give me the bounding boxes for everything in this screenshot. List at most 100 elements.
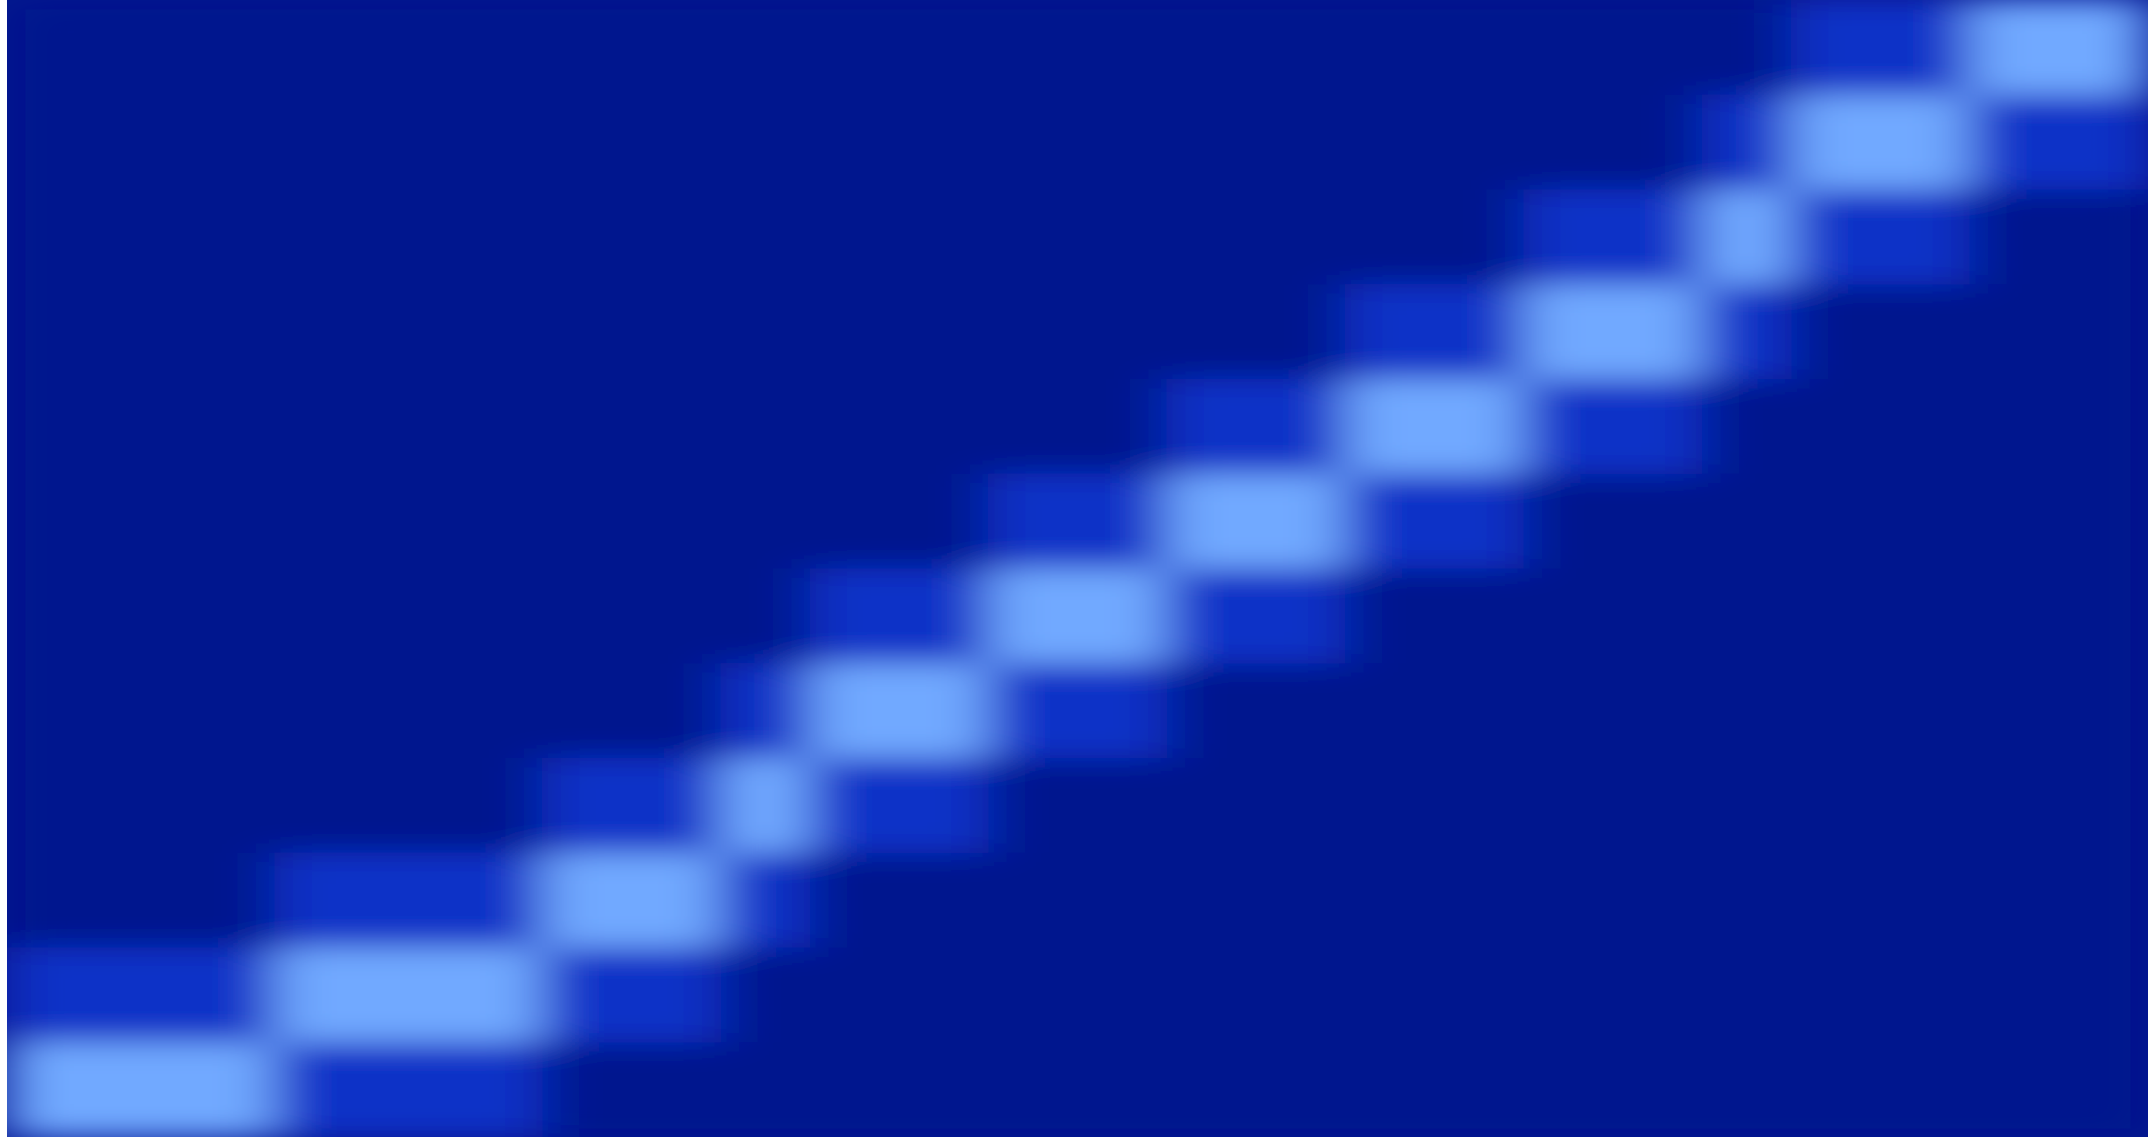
heatmap-cell — [7, 379, 97, 475]
heatmap-cell — [1880, 853, 1970, 949]
heatmap-cell — [988, 758, 1078, 854]
heatmap-cell — [810, 0, 900, 96]
heatmap-cell — [2059, 853, 2149, 949]
heatmap-cell — [1078, 379, 1168, 475]
heatmap-cell — [810, 190, 900, 286]
heatmap-cell — [1791, 379, 1881, 475]
heatmap-cell — [810, 284, 900, 380]
heatmap-cell — [453, 569, 543, 665]
heatmap-cell — [7, 190, 97, 286]
heatmap-cell — [1167, 663, 1257, 759]
heatmap-cell — [721, 95, 811, 191]
heatmap-cell — [1256, 379, 1346, 475]
heatmap-cell — [364, 190, 454, 286]
heatmap-cell — [7, 284, 97, 380]
heatmap-cell — [453, 190, 543, 286]
heatmap-cell — [631, 95, 721, 191]
heatmap-cell — [364, 95, 454, 191]
heatmap-cell — [1880, 1042, 1970, 1137]
heatmap-cell — [1970, 663, 2060, 759]
heatmap-cell — [2059, 569, 2149, 665]
heatmap-cell — [542, 190, 632, 286]
heatmap-cell — [1345, 948, 1435, 1044]
heatmap-cell — [810, 569, 900, 665]
heatmap-cell — [1167, 1042, 1257, 1137]
heatmap-cell — [275, 474, 365, 570]
heatmap-cell — [1702, 95, 1792, 191]
heatmap-cell — [1434, 379, 1524, 475]
heatmap-cell — [1434, 948, 1524, 1044]
heatmap-cell — [988, 379, 1078, 475]
heatmap-cell — [1345, 474, 1435, 570]
heatmap-cell — [1256, 948, 1346, 1044]
heatmap-cell — [96, 284, 186, 380]
heatmap-cell — [721, 948, 811, 1044]
heatmap-cell — [1524, 284, 1614, 380]
heatmap-cell — [96, 95, 186, 191]
heatmap-cell — [1880, 569, 1970, 665]
heatmap-cell — [1791, 758, 1881, 854]
heatmap-cell — [988, 0, 1078, 96]
heatmap-cell — [1524, 190, 1614, 286]
heatmap-cell — [1791, 284, 1881, 380]
heatmap-cell — [1613, 1042, 1703, 1137]
heatmap-cell — [1791, 663, 1881, 759]
heatmap-cell — [631, 0, 721, 96]
heatmap-cell — [453, 853, 543, 949]
heatmap-cell — [2059, 0, 2149, 96]
heatmap-cell — [1791, 474, 1881, 570]
heatmap-cell — [721, 190, 811, 286]
heatmap-cell — [1256, 569, 1346, 665]
heatmap-cell — [1791, 1042, 1881, 1137]
heatmap-cell — [1524, 663, 1614, 759]
heatmap-cells — [7, 0, 2149, 1137]
heatmap-cell — [1524, 379, 1614, 475]
heatmap-cell — [96, 0, 186, 96]
heatmap-cell — [453, 0, 543, 96]
heatmap-cell — [1524, 758, 1614, 854]
heatmap-cell — [185, 190, 275, 286]
heatmap-cell — [1167, 948, 1257, 1044]
heatmap-cell — [7, 569, 97, 665]
heatmap-cell — [1345, 569, 1435, 665]
heatmap-cell — [721, 853, 811, 949]
heatmap-cell — [1167, 569, 1257, 665]
heatmap-cell — [96, 379, 186, 475]
heatmap-cell — [364, 284, 454, 380]
heatmap-cell — [899, 474, 989, 570]
heatmap-cell — [1256, 758, 1346, 854]
heatmap-cell — [1167, 95, 1257, 191]
heatmap-cell — [1434, 284, 1524, 380]
heatmap-cell — [1256, 0, 1346, 96]
heatmap-cell — [1524, 948, 1614, 1044]
heatmap-cell — [1970, 853, 2060, 949]
heatmap-cell — [631, 190, 721, 286]
heatmap-cell — [1702, 0, 1792, 96]
heatmap-cell — [1970, 284, 2060, 380]
heatmap-cell — [1613, 0, 1703, 96]
heatmap-cell — [899, 1042, 989, 1137]
heatmap-cell — [1791, 0, 1881, 96]
heatmap-cell — [542, 853, 632, 949]
heatmap-cell — [1970, 758, 2060, 854]
heatmap-cell — [899, 569, 989, 665]
chart — [0, 0, 2152, 1137]
heatmap-cell — [7, 758, 97, 854]
heatmap-cell — [185, 569, 275, 665]
heatmap-cell — [988, 948, 1078, 1044]
heatmap-cell — [1078, 948, 1168, 1044]
heatmap-cell — [453, 758, 543, 854]
heatmap-cell — [2059, 474, 2149, 570]
heatmap-cell — [1078, 758, 1168, 854]
heatmap-cell — [988, 1042, 1078, 1137]
heatmap-cell — [2059, 1042, 2149, 1137]
heatmap-cell — [1702, 853, 1792, 949]
heatmap-cell — [631, 853, 721, 949]
heatmap-cell — [1078, 853, 1168, 949]
heatmap-cell — [275, 569, 365, 665]
heatmap-cell — [1434, 474, 1524, 570]
heatmap-cell — [721, 474, 811, 570]
heatmap-cell — [275, 95, 365, 191]
heatmap-cell — [1702, 474, 1792, 570]
heatmap-cell — [275, 379, 365, 475]
